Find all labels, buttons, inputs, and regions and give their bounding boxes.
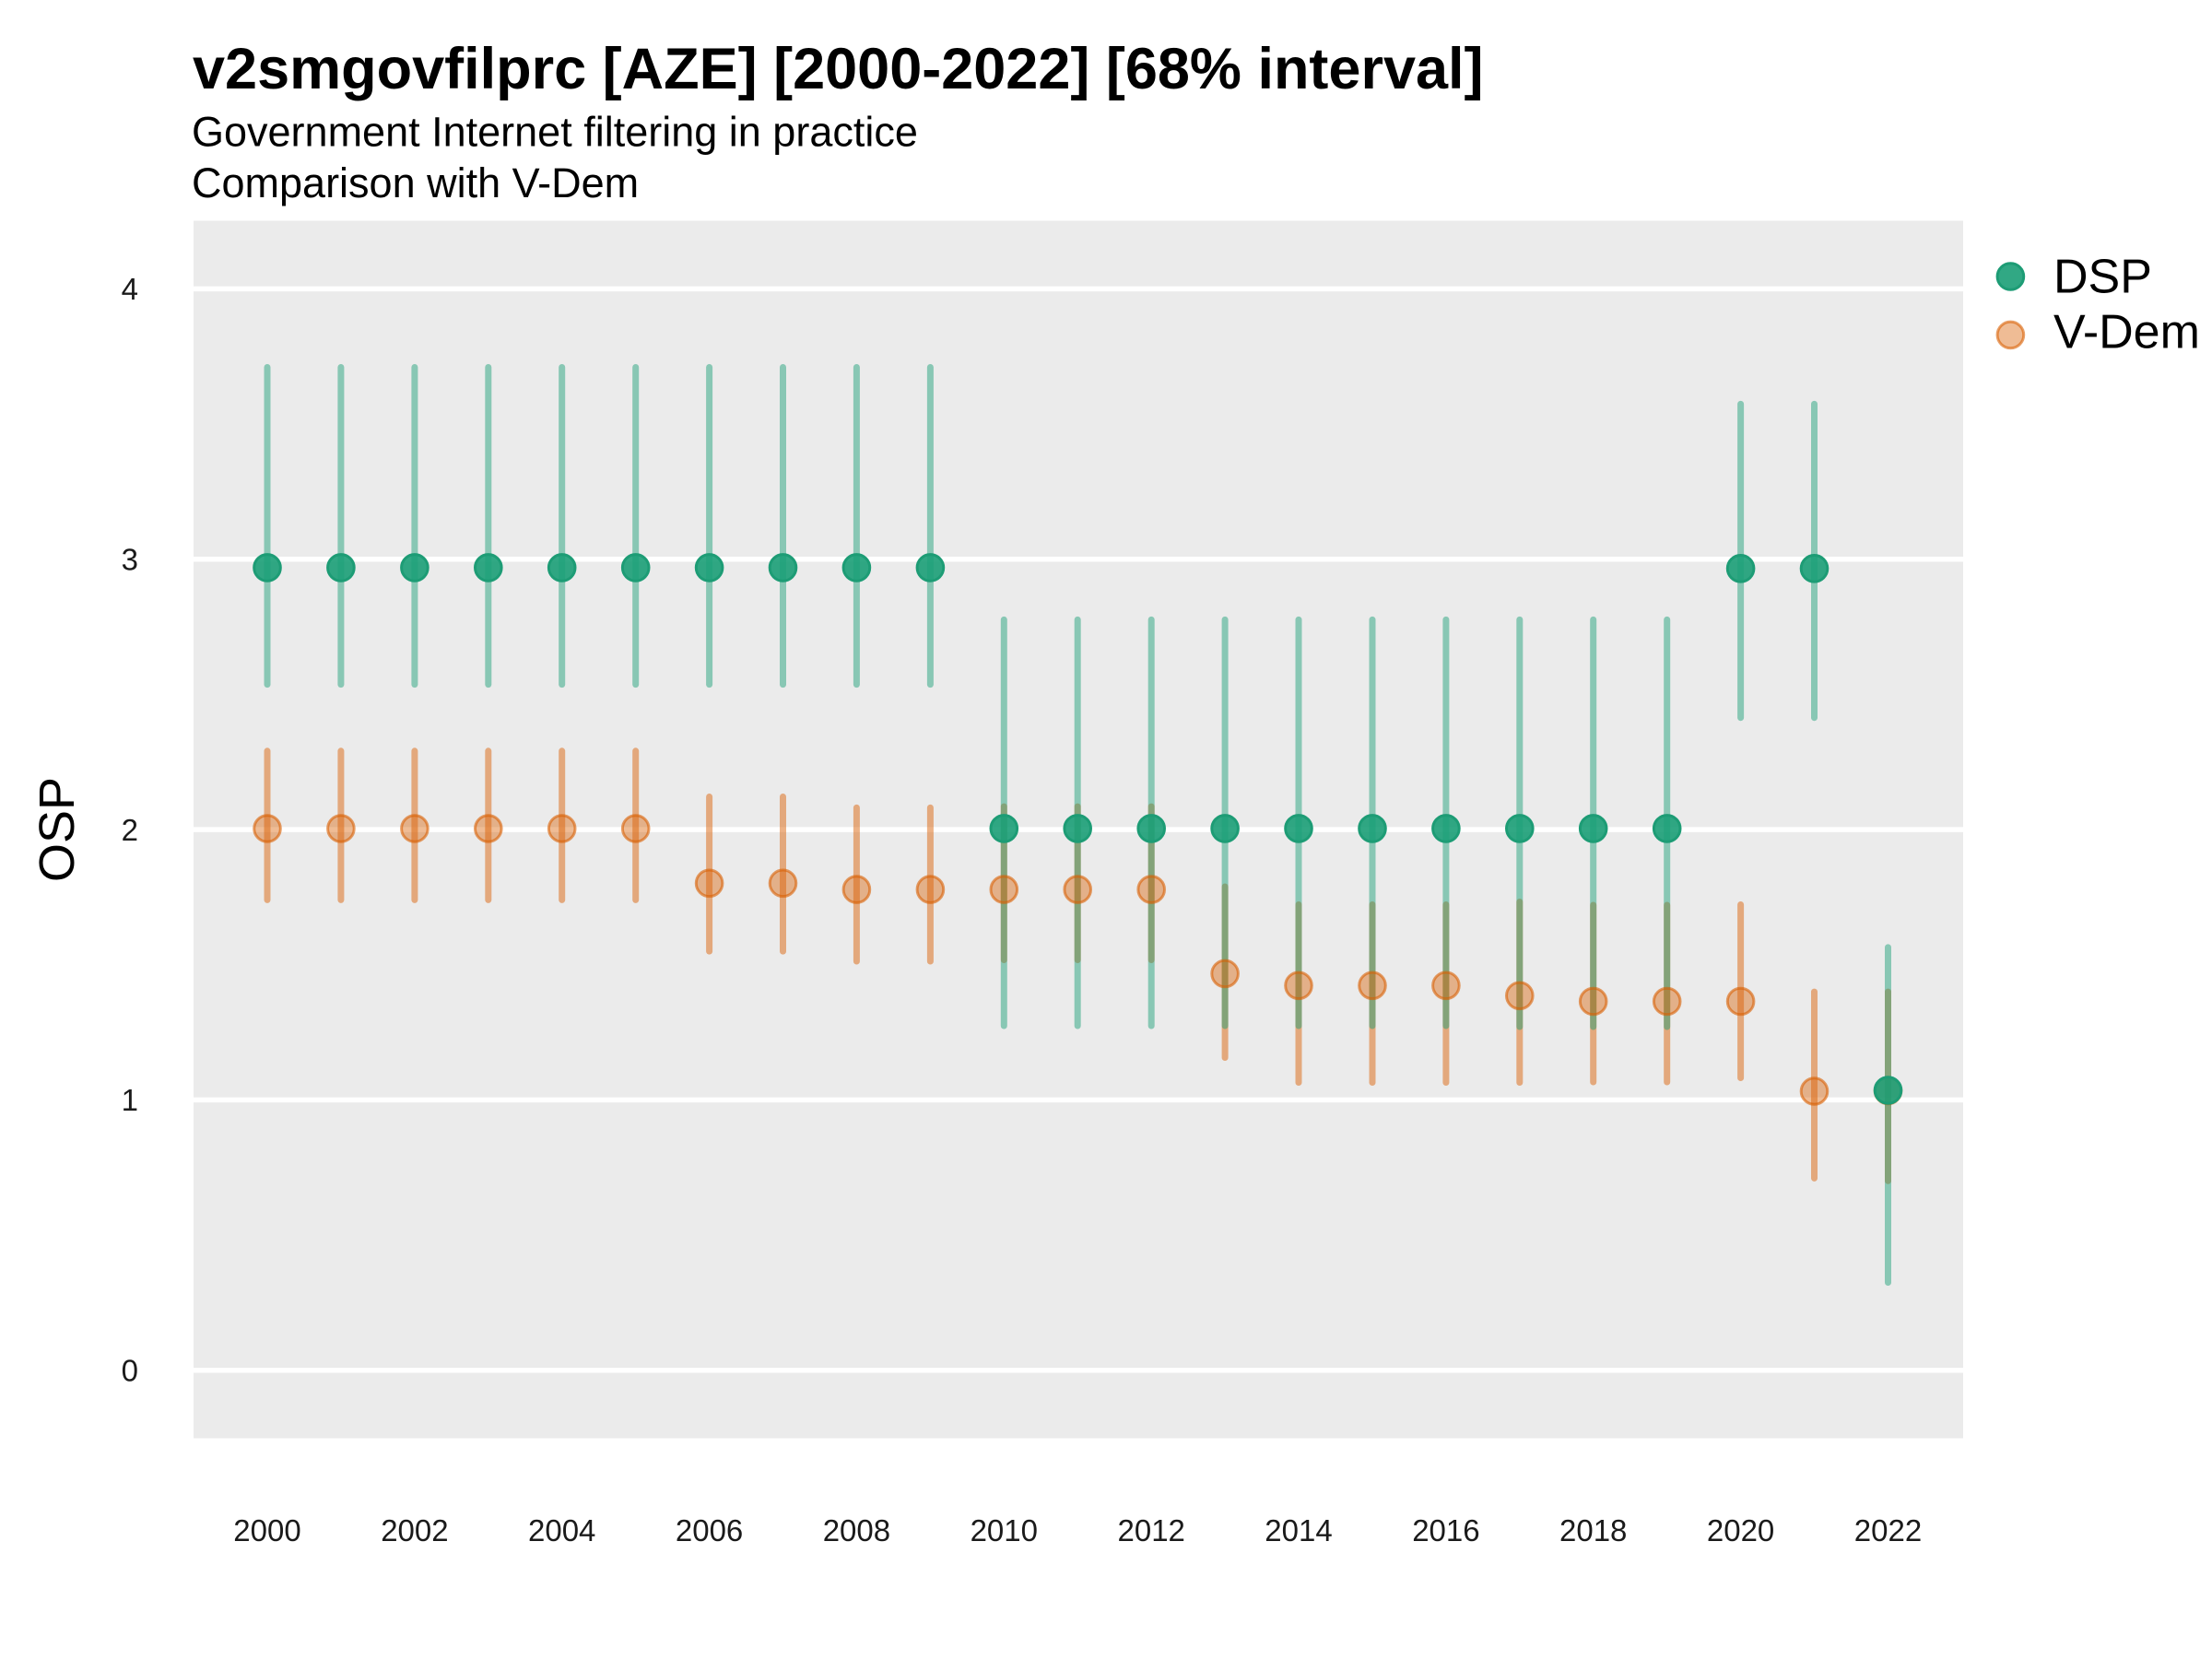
svg-text:DSP: DSP: [2053, 251, 2152, 304]
svg-text:2020: 2020: [1707, 1513, 1774, 1547]
svg-text:2006: 2006: [676, 1513, 743, 1547]
svg-text:2018: 2018: [1559, 1513, 1627, 1547]
svg-text:2012: 2012: [1117, 1513, 1184, 1547]
svg-text:0: 0: [122, 1354, 138, 1388]
svg-text:4: 4: [122, 272, 138, 306]
svg-text:2: 2: [122, 813, 138, 847]
svg-text:1: 1: [122, 1083, 138, 1117]
svg-text:2000: 2000: [233, 1513, 300, 1547]
svg-text:2002: 2002: [381, 1513, 448, 1547]
svg-text:2022: 2022: [1854, 1513, 1922, 1547]
svg-text:2010: 2010: [971, 1513, 1038, 1547]
svg-text:3: 3: [122, 543, 138, 577]
svg-text:V-Dem: V-Dem: [2053, 306, 2200, 359]
svg-text:OSP: OSP: [29, 777, 85, 882]
svg-text:2008: 2008: [823, 1513, 890, 1547]
svg-text:2014: 2014: [1265, 1513, 1332, 1547]
svg-text:v2smgovfilprc [AZE] [2000-2022: v2smgovfilprc [AZE] [2000-2022] [68% int…: [193, 37, 1484, 101]
svg-text:2004: 2004: [528, 1513, 595, 1547]
svg-text:Government Internet filtering: Government Internet filtering in practic…: [192, 109, 918, 156]
svg-text:2016: 2016: [1412, 1513, 1479, 1547]
svg-text:Comparison with V-Dem: Comparison with V-Dem: [192, 159, 639, 206]
